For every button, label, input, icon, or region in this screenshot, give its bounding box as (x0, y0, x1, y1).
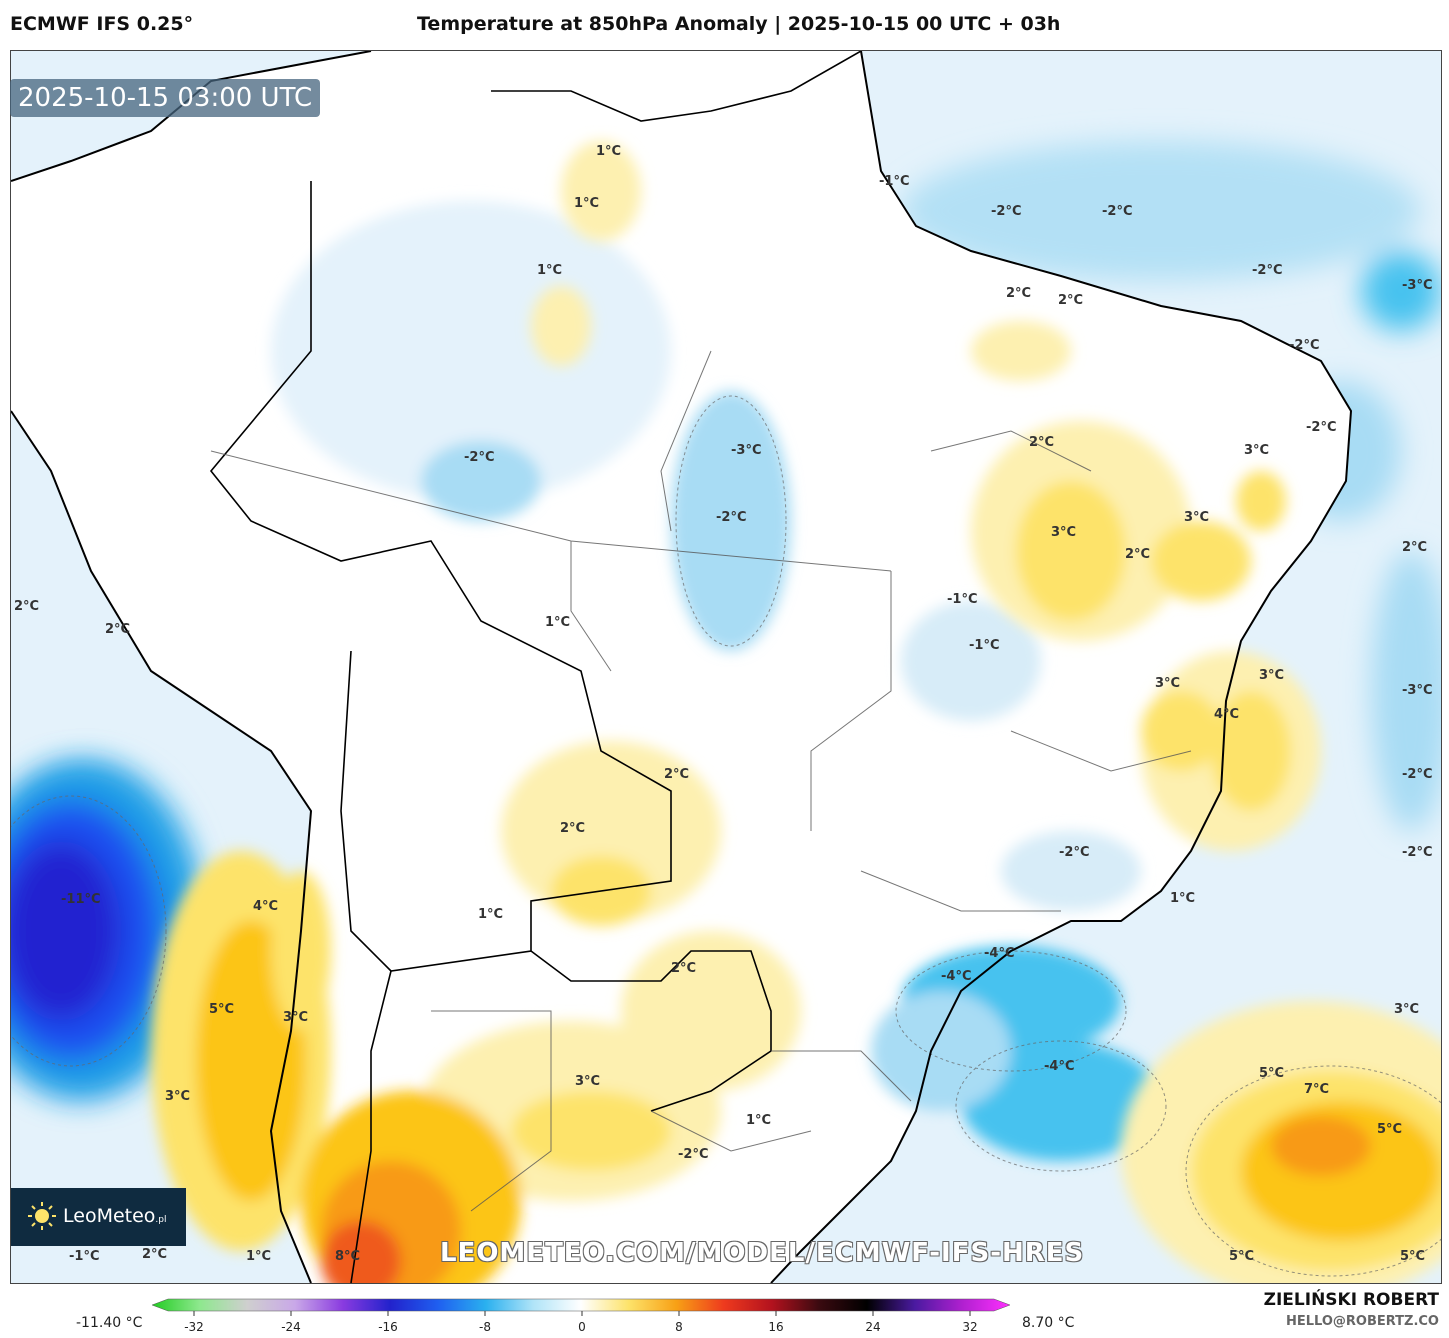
contour-label: 2°C (671, 961, 697, 976)
contour-label: 1°C (246, 1249, 272, 1264)
colorbar-tick-label: 0 (578, 1320, 586, 1334)
colorbar-tick-label: -8 (479, 1320, 491, 1334)
contour-label: -2°C (1102, 204, 1133, 219)
header: ECMWF IFS 0.25° Temperature at 850hPa An… (0, 0, 1449, 50)
contour-label: 1°C (596, 144, 622, 159)
valid-time-badge: 2025-10-15 03:00 UTC (10, 79, 321, 117)
contour-label: 2°C (1125, 547, 1151, 562)
contour-label: 5°C (1377, 1122, 1403, 1137)
contour-label: -4°C (1044, 1059, 1075, 1074)
map-graphic (11, 51, 1441, 1283)
contour-label: -2°C (991, 204, 1022, 219)
contour-label: 3°C (165, 1089, 191, 1104)
contour-label: 5°C (1259, 1066, 1285, 1081)
contour-label: -3°C (1402, 278, 1433, 293)
contour-label: 7°C (1304, 1082, 1330, 1097)
contour-label: -2°C (678, 1147, 709, 1162)
state-borders (210, 350, 1192, 1212)
contour-label: 3°C (1394, 1002, 1420, 1017)
contour-label: -2°C (1252, 263, 1283, 278)
anomaly-map (10, 50, 1442, 1284)
contour-label: 3°C (283, 1010, 309, 1025)
watermark-url: LEOMETEO.COM/MODEL/ECMWF-IFS-HRES (440, 1238, 1085, 1268)
contour-label: 3°C (1259, 668, 1285, 683)
contour-label: 2°C (664, 767, 690, 782)
contour-label: -2°C (716, 510, 747, 525)
contour-label: 3°C (1184, 510, 1210, 525)
contour-label: 5°C (1400, 1249, 1426, 1264)
contour-label: 3°C (1155, 676, 1181, 691)
colorbar-tick-label: 32 (962, 1320, 978, 1334)
contour-label: -2°C (1289, 338, 1320, 353)
contour-label: 1°C (545, 615, 571, 630)
model-name: ECMWF IFS 0.25° (10, 13, 194, 35)
colorbar-tick-label: -24 (281, 1320, 301, 1334)
contour-label: 4°C (1214, 707, 1240, 722)
contour-label: 1°C (746, 1113, 772, 1128)
colorbar-tick-label: 24 (865, 1320, 881, 1334)
footer: -11.40 °C -32 -24 -16 -8 0 8 16 24 32 8.70 °C ZI… (0, 1283, 1449, 1338)
contour-label: 2°C (1058, 293, 1084, 308)
contour-label: 1°C (478, 907, 504, 922)
contour-label: 2°C (142, 1247, 168, 1262)
contour-label: 1°C (574, 196, 600, 211)
contour-label: -2°C (1402, 767, 1433, 782)
warm-fields (151, 141, 1441, 1283)
contour-label: -4°C (941, 969, 972, 984)
contour-label: 2°C (105, 622, 131, 637)
contour-label: -2°C (1059, 845, 1090, 860)
colorbar-tick-label: -16 (378, 1320, 398, 1334)
contour-label: 8°C (335, 1249, 361, 1264)
contour-label: 2°C (1006, 286, 1032, 301)
colorbar-tick-label: 8 (675, 1320, 683, 1334)
contour-label: -2°C (1306, 420, 1337, 435)
contour-label: 4°C (253, 899, 279, 914)
contour-label: -3°C (731, 443, 762, 458)
leometeo-logo: LeoMeteo.pl (11, 1188, 186, 1246)
contour-label: -4°C (984, 946, 1015, 961)
logo-name: LeoMeteo (63, 1205, 156, 1227)
author-credit: ZIELIŃSKI ROBERT (1263, 1290, 1439, 1310)
country-borders (209, 51, 862, 1283)
author-email: HELLO@ROBERTZ.CO (1285, 1314, 1439, 1329)
contour-label: -2°C (1402, 845, 1433, 860)
contour-label: 1°C (537, 263, 563, 278)
contour-label: 5°C (1229, 1249, 1255, 1264)
land-cool-fields (271, 201, 1141, 911)
contour-label: -2°C (464, 450, 495, 465)
colorbar-tick-label: 16 (768, 1320, 784, 1334)
contour-label: 2°C (1029, 435, 1055, 450)
colorbar-tick-label: -32 (184, 1320, 204, 1334)
contour-label: -1°C (947, 592, 978, 607)
contour-label: 2°C (1402, 540, 1428, 555)
contour-label: -1°C (879, 174, 910, 189)
contour-label: -11°C (61, 892, 101, 907)
logo-text: LeoMeteo.pl (63, 1205, 167, 1227)
contour-label: 2°C (14, 599, 40, 614)
contour-label: -3°C (1402, 683, 1433, 698)
contour-label: -1°C (969, 638, 1000, 653)
contour-label: 1°C (1170, 891, 1196, 906)
chart-title: Temperature at 850hPa Anomaly | 2025-10-… (417, 13, 1061, 35)
contour-label: 3°C (575, 1074, 601, 1089)
contour-label: 5°C (209, 1002, 235, 1017)
coastline (11, 51, 1353, 1283)
colorbar (151, 1298, 1011, 1316)
contour-label: 2°C (560, 821, 586, 836)
contour-label: 3°C (1051, 525, 1077, 540)
colorbar-max-label: 8.70 °C (1022, 1315, 1075, 1331)
colorbar-min-label: -11.40 °C (76, 1315, 143, 1331)
contour-label: 3°C (1244, 443, 1270, 458)
contour-label: -1°C (69, 1249, 100, 1264)
logo-tld: .pl (155, 1215, 167, 1225)
sun-icon (28, 1202, 56, 1230)
